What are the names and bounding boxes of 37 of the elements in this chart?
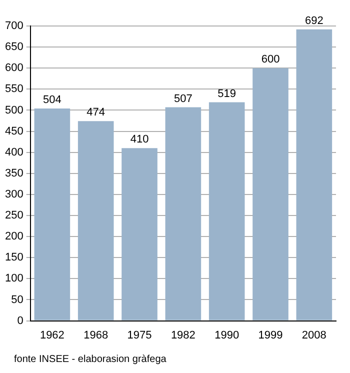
- y-tick-label: 550: [4, 83, 24, 96]
- bar: [122, 148, 158, 320]
- x-tick-label: 1975: [127, 329, 152, 342]
- y-tick-label: 700: [4, 20, 24, 32]
- source-note: fonte INSEE - elaborasion gràfega: [14, 354, 166, 365]
- data-label: 519: [218, 88, 236, 100]
- data-label: 507: [174, 92, 192, 105]
- bar: [208, 102, 245, 320]
- y-tick-label: 300: [4, 188, 24, 200]
- x-tick-label: 2008: [302, 329, 326, 342]
- data-label: 600: [261, 54, 280, 66]
- bar: [252, 68, 288, 320]
- bar: [34, 108, 70, 320]
- bar: [78, 121, 114, 320]
- x-tick-label: 1982: [170, 329, 196, 342]
- bar: [165, 107, 202, 320]
- x-tick-label: 1990: [214, 329, 240, 342]
- y-tick-label: 350: [4, 167, 24, 180]
- y-tick-label: 150: [4, 252, 24, 264]
- x-tick-label: 1999: [258, 329, 283, 342]
- data-label: 692: [304, 14, 324, 27]
- bar: [296, 29, 332, 320]
- y-tick-label: 250: [4, 210, 24, 222]
- x-tick-label: 1968: [84, 329, 108, 342]
- y-tick-label: 400: [4, 146, 24, 158]
- y-tick-label: 100: [4, 272, 24, 285]
- y-tick-label: 0: [17, 314, 24, 327]
- y-tick-label: 50: [11, 294, 24, 306]
- data-label: 410: [130, 134, 149, 146]
- y-tick-label: 200: [4, 230, 24, 243]
- y-tick-label: 600: [4, 62, 24, 74]
- y-tick-label: 650: [4, 41, 24, 54]
- data-label: 474: [86, 106, 106, 119]
- x-tick-label: 1962: [40, 329, 64, 342]
- data-label: 504: [43, 94, 62, 106]
- y-tick-label: 450: [4, 125, 24, 138]
- y-tick-label: 500: [4, 104, 24, 116]
